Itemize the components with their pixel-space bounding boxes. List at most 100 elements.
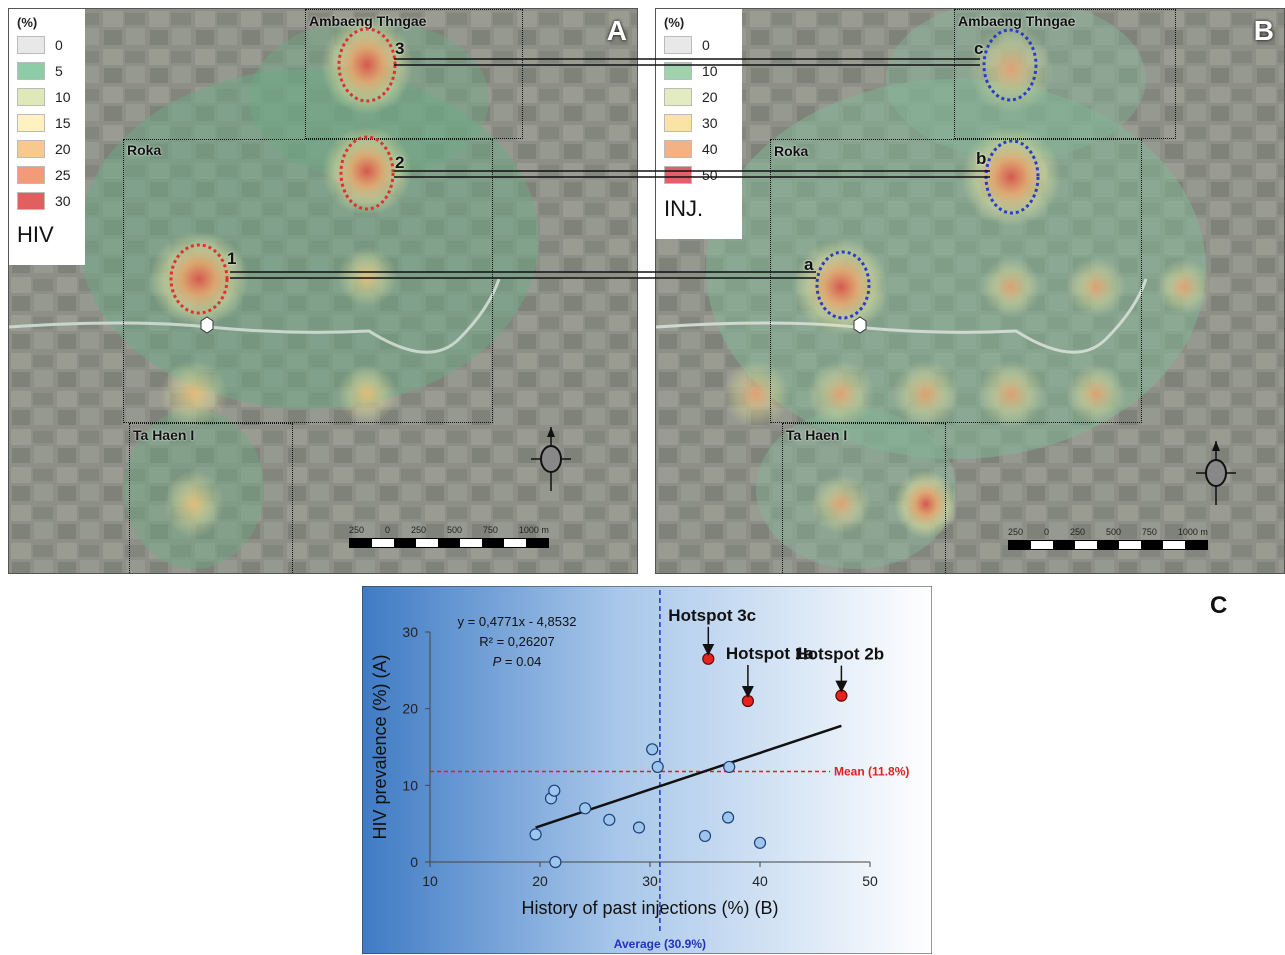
legend-unit-b: (%) — [664, 15, 685, 30]
x-tick-label: 30 — [642, 873, 658, 889]
scale-tick: 1000 m — [518, 525, 549, 535]
x-tick-label: 10 — [422, 873, 438, 889]
legend-value: 10 — [55, 89, 71, 105]
y-tick-label: 0 — [410, 854, 418, 870]
legend-row: 20 — [664, 84, 734, 110]
r-squared: R² = 0,26207 — [479, 634, 555, 649]
legend-row: 30 — [17, 188, 77, 214]
region-label-roka: Roka — [127, 142, 162, 158]
y-tick-label: 10 — [402, 777, 418, 793]
legend-value: 40 — [702, 141, 718, 157]
hotspot-point — [835, 689, 848, 702]
scale-tick: 1000 m — [1177, 527, 1208, 537]
region-box-ta-haen-b — [782, 423, 946, 573]
hotspot-label: Hotspot 1a — [726, 644, 814, 663]
scale-ticks-a: 250 0 250 500 750 1000 m — [349, 525, 549, 535]
map-b-background — [656, 9, 1284, 573]
data-point — [579, 802, 592, 815]
compass-icon-b — [1196, 441, 1236, 505]
hotspot-label-2: 2 — [395, 153, 405, 172]
average-line-label: Average (30.9%) — [614, 937, 706, 951]
legend-title: HIV — [17, 222, 54, 247]
legend-swatch — [664, 36, 692, 54]
scale-tick: 250 — [1008, 527, 1024, 537]
data-point — [722, 811, 735, 824]
x-tick-label: 50 — [862, 873, 878, 889]
scale-tick: 250 — [410, 525, 426, 535]
region-label-ta-haen-b: Ta Haen I — [786, 427, 848, 443]
region-box-roka — [123, 139, 493, 423]
data-point — [698, 829, 712, 843]
data-point — [753, 836, 767, 849]
legend-rows: 0 5 10 15 20 25 30 — [17, 32, 77, 214]
legend-value: 30 — [55, 193, 71, 209]
x-tick-label: 40 — [752, 873, 768, 889]
legend-value: 30 — [702, 115, 718, 131]
legend-unit: (%) — [17, 15, 38, 30]
legend-value: 0 — [702, 37, 710, 53]
legend-row: 5 — [17, 58, 77, 84]
chart-labels: History of past injections (%) (B) HIV pr… — [370, 606, 909, 951]
mean-line-label: Mean (11.8%) — [834, 765, 909, 779]
data-point — [723, 760, 736, 774]
data-point — [529, 828, 542, 841]
panel-letter-c: C — [1210, 592, 1228, 619]
data-point — [549, 855, 562, 869]
legend-row: 40 — [664, 136, 734, 162]
legend-title-b: INJ. — [664, 196, 704, 221]
scale-bar-b: 250 0 250 500 750 1000 m — [1008, 527, 1208, 550]
hotspot-point — [741, 694, 754, 708]
legend-row: 0 — [664, 32, 734, 58]
legend-rows-b: 0 10 20 30 40 50 — [664, 32, 734, 188]
legend-value: 15 — [55, 115, 71, 131]
scale-tick: 750 — [1141, 527, 1157, 537]
data-point — [603, 813, 616, 826]
legend-row: 50 — [664, 162, 734, 188]
legend-value: 25 — [55, 167, 71, 183]
legend-value: 50 — [702, 167, 718, 183]
y-axis-label: HIV prevalence (%) (A) — [370, 654, 390, 839]
region-label-ambaeng-thngae: Ambaeng Thngae — [309, 13, 427, 29]
x-tick-label: 20 — [532, 873, 548, 889]
scale-tick: 0 — [384, 525, 390, 535]
hotspot-label: Hotspot 2b — [795, 645, 884, 664]
hotspot-label-a: a — [804, 255, 814, 274]
scale-tick: 250 — [1069, 527, 1085, 537]
legend-row: 15 — [17, 110, 77, 136]
legend-value: 20 — [55, 141, 71, 157]
region-label-ambaeng-thngae-b: Ambaeng Thngae — [958, 13, 1076, 29]
scale-tick: 500 — [446, 525, 462, 535]
region-box-ambaeng-thngae-b — [954, 9, 1176, 139]
legend-swatch — [664, 166, 692, 184]
legend-swatch — [17, 166, 45, 184]
panel-letter-b: B — [1253, 15, 1274, 46]
region-box-roka-b — [770, 139, 1142, 423]
scale-bar-a: 250 0 250 500 750 1000 m — [349, 525, 549, 548]
legend-swatch — [664, 140, 692, 158]
hotspot-point — [702, 652, 715, 665]
scale-tick: 750 — [482, 525, 498, 535]
p-value: P = 0.04 — [493, 654, 542, 669]
data-point — [651, 760, 664, 774]
map-panel-b: Ambaeng Thngae Roka Ta Haen I a b c (%) … — [655, 8, 1285, 574]
legend-row: 0 — [17, 32, 77, 58]
legend-swatch — [17, 62, 45, 80]
legend-swatch — [664, 88, 692, 106]
scale-tick: 500 — [1105, 527, 1121, 537]
legend-swatch — [17, 88, 45, 106]
scale-ticks-b: 250 0 250 500 750 1000 m — [1008, 527, 1208, 537]
region-label-roka-b: Roka — [774, 143, 809, 159]
region-box-ta-haen — [129, 423, 293, 573]
data-point — [548, 784, 561, 797]
region-label-ta-haen: Ta Haen I — [133, 427, 195, 443]
chart-background — [362, 586, 932, 954]
scale-tick: 250 — [349, 525, 365, 535]
hotspot-label: Hotspot 3c — [668, 606, 756, 625]
p-value-number: = 0.04 — [501, 654, 541, 669]
chart-marks — [430, 590, 848, 934]
hotspot-label-b: b — [976, 149, 987, 168]
legend-swatch — [664, 62, 692, 80]
legend-row: 25 — [17, 162, 77, 188]
